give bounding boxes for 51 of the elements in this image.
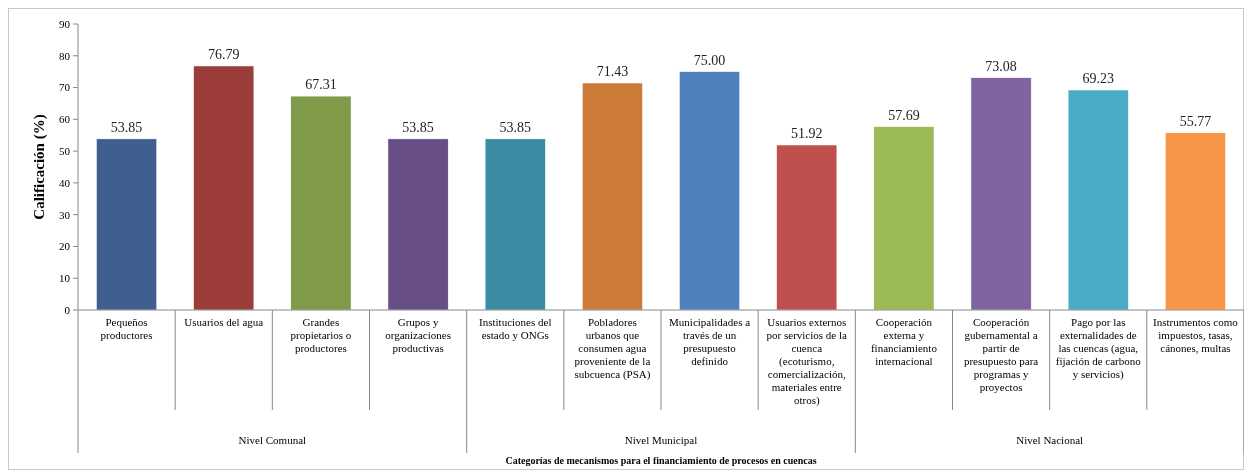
bar xyxy=(873,126,935,311)
data-label: 76.79 xyxy=(208,46,240,62)
x-tick-label: Usuarios externos por servicios de la cuenca (ecoturismo, comercialización, materiales entre otros) xyxy=(766,316,848,407)
bar xyxy=(582,82,643,311)
bar xyxy=(1067,89,1129,311)
x-tick-label: Cooperación gubernamental a partir de presupuesto para programas y proyectos xyxy=(963,316,1039,393)
text: Nivel Comunal xyxy=(238,434,307,446)
bar xyxy=(484,138,546,311)
x-tick-label: Municipalidades a través de un presupuesto definido xyxy=(669,316,751,367)
text: Nivel Municipal xyxy=(624,434,698,446)
x-tick-label: Usuarios del agua xyxy=(184,316,264,328)
data-label: 51.92 xyxy=(791,126,823,142)
y-tick-label: 0 xyxy=(64,303,71,316)
bar xyxy=(679,71,740,311)
x-tick-label: Grupos y organizaciones productivas xyxy=(385,316,451,354)
y-tick-label: 50 xyxy=(59,144,71,157)
y-tick-label: 80 xyxy=(59,49,71,62)
x-tick-label: Instrumentos como impuestos, tasas, cánones, multas xyxy=(1153,316,1239,354)
bar xyxy=(776,144,838,311)
x-tick-label: Pequeños productores xyxy=(100,316,153,341)
bar xyxy=(290,95,352,311)
bar xyxy=(970,77,1032,311)
x-tick-label: Pago por las externalidades de las cuencas (agua, fijación de carbono y servicios) xyxy=(1055,316,1142,381)
bar xyxy=(193,65,255,311)
data-label: 71.43 xyxy=(596,64,629,80)
x-tick-label: Cooperación externa y financiamiento internacional xyxy=(870,316,938,367)
data-label: 67.31 xyxy=(305,77,337,93)
y-tick-label: 20 xyxy=(59,240,71,253)
bar xyxy=(387,138,449,311)
y-tick-label: 40 xyxy=(59,176,71,189)
y-axis-title: Calificación (%) xyxy=(31,114,48,220)
data-label: 53.85 xyxy=(402,119,434,135)
data-label: 55.77 xyxy=(1179,113,1212,129)
bar xyxy=(1165,132,1226,311)
x-tick-label: Grandes propietarios o productores xyxy=(290,316,352,354)
data-label: 73.08 xyxy=(985,58,1017,74)
data-label: 57.69 xyxy=(888,107,920,123)
data-label: 53.85 xyxy=(499,119,531,135)
y-tick-label: 70 xyxy=(59,81,71,94)
y-tick-label: 30 xyxy=(59,208,71,221)
data-label: 75.00 xyxy=(693,52,726,68)
text: Nivel Nacional xyxy=(1016,434,1084,446)
y-tick-label: 90 xyxy=(59,17,71,30)
data-label: 53.85 xyxy=(110,119,143,135)
x-tick-label: Instituciones del estado y ONGs xyxy=(479,316,552,341)
y-tick-label: 10 xyxy=(59,272,71,285)
bar xyxy=(96,138,157,311)
data-label: 69.23 xyxy=(1082,71,1114,86)
y-tick-label: 60 xyxy=(59,113,71,126)
x-tick-label: Pobladores urbanos que consumen agua proveniente de la subcuenca (PSA) xyxy=(574,316,651,381)
x-axis-title: Categorías de mecanismos para el financiamiento de procesos en cuencas xyxy=(505,455,817,466)
